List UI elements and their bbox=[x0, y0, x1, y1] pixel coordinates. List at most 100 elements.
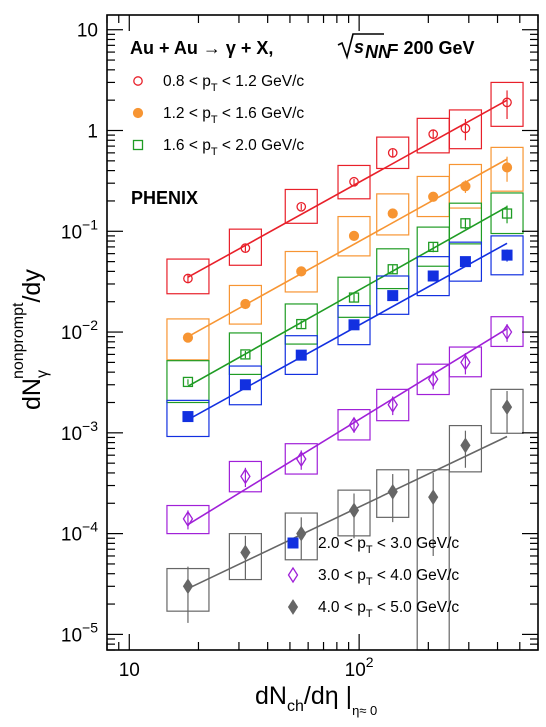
series-3 bbox=[166, 235, 524, 438]
sqrt-symbol: s NN bbox=[337, 33, 392, 62]
sys-box bbox=[490, 81, 524, 127]
data-point bbox=[427, 270, 439, 282]
sys-box bbox=[490, 192, 524, 235]
y-tick-label: 10−1 bbox=[61, 216, 98, 243]
data-point bbox=[428, 191, 439, 202]
data-point bbox=[240, 298, 251, 310]
x-tick-label: 102 bbox=[345, 654, 374, 681]
svg-text:dNγnonprompt/dy: dNγnonprompt/dy bbox=[10, 269, 51, 410]
sys-box bbox=[490, 146, 524, 192]
data-point bbox=[428, 241, 439, 253]
data-point bbox=[295, 450, 307, 468]
data-point bbox=[460, 354, 471, 371]
svg-text:NN: NN bbox=[365, 42, 392, 62]
sys-box bbox=[228, 228, 262, 266]
sys-box bbox=[284, 188, 318, 224]
data-point bbox=[428, 129, 439, 140]
data-point bbox=[387, 290, 399, 302]
sys-box bbox=[166, 504, 210, 535]
fit-line bbox=[187, 328, 508, 526]
data-point bbox=[501, 323, 513, 341]
fit-line bbox=[187, 206, 508, 387]
data-point bbox=[239, 379, 251, 391]
sys-box bbox=[166, 360, 210, 404]
data-point bbox=[427, 371, 439, 388]
data-point bbox=[182, 578, 194, 595]
sys-box bbox=[376, 275, 410, 315]
data-point bbox=[183, 273, 193, 284]
data-point bbox=[387, 396, 398, 413]
sys-box bbox=[284, 335, 318, 376]
data-point bbox=[501, 399, 513, 416]
data-point bbox=[460, 123, 471, 134]
legend-label: 2.0 < pT < 3.0 GeV/c bbox=[318, 535, 459, 556]
svg-text:s: s bbox=[354, 37, 364, 57]
sys-box bbox=[166, 258, 210, 295]
data-point bbox=[240, 349, 251, 360]
data-point bbox=[296, 201, 307, 212]
sys-box bbox=[448, 424, 483, 473]
data-point bbox=[348, 416, 360, 434]
x-tick-label: 10 bbox=[119, 660, 140, 681]
legend-marker bbox=[132, 139, 144, 151]
sys-box bbox=[284, 250, 318, 293]
data-point bbox=[182, 376, 194, 388]
data-point bbox=[240, 468, 251, 485]
data-point bbox=[387, 264, 398, 275]
chart-title-energy: = 200 GeV bbox=[388, 38, 475, 58]
data-point bbox=[348, 292, 360, 303]
legend: 0.8 < pT < 1.2 GeV/c 1.2 < pT < 1.6 GeV/c… bbox=[132, 73, 459, 620]
series-2 bbox=[166, 192, 524, 404]
sys-box bbox=[448, 202, 483, 245]
legend-marker bbox=[287, 566, 299, 584]
sys-box bbox=[228, 332, 262, 376]
sys-box bbox=[448, 346, 483, 378]
series-0 bbox=[166, 81, 524, 295]
y-tick-label: 10−3 bbox=[61, 418, 98, 445]
data-point bbox=[501, 162, 513, 173]
sys-box bbox=[416, 363, 450, 396]
data-point bbox=[348, 230, 360, 241]
legend-label: 1.6 < pT < 2.0 GeV/c bbox=[163, 137, 304, 158]
sys-box bbox=[490, 388, 524, 434]
sys-box bbox=[166, 318, 210, 361]
fit-line bbox=[187, 99, 508, 278]
legend-marker bbox=[287, 599, 299, 615]
legend-marker bbox=[132, 107, 144, 119]
y-tick-label: 10−2 bbox=[61, 317, 98, 344]
data-point bbox=[296, 266, 307, 277]
sys-box bbox=[284, 303, 318, 345]
sys-box bbox=[337, 276, 371, 318]
series-1 bbox=[166, 146, 524, 361]
sys-box bbox=[448, 109, 483, 150]
data-point bbox=[182, 411, 194, 423]
data-point bbox=[348, 502, 360, 519]
legend-marker bbox=[287, 537, 299, 549]
sys-box bbox=[337, 164, 371, 200]
data-point bbox=[240, 243, 251, 254]
data-point bbox=[295, 349, 307, 361]
legend-label: 1.2 < pT < 1.6 GeV/c bbox=[163, 105, 304, 126]
data-point bbox=[182, 332, 194, 343]
data-point bbox=[296, 525, 307, 542]
sys-box bbox=[376, 136, 410, 170]
sys-box bbox=[490, 235, 524, 276]
chart-title: Au + Au → γ + X, bbox=[130, 38, 273, 58]
data-layer bbox=[166, 81, 524, 651]
data-point bbox=[501, 208, 513, 219]
data-point bbox=[501, 249, 513, 261]
legend-marker bbox=[133, 76, 143, 86]
fit-line bbox=[187, 435, 508, 590]
data-point bbox=[428, 489, 439, 506]
sys-box bbox=[376, 193, 410, 236]
sys-box bbox=[228, 460, 262, 493]
data-point bbox=[349, 176, 359, 187]
data-point bbox=[348, 319, 360, 331]
fit-line bbox=[187, 158, 508, 338]
axes: 10 102 10 1 10−1 10−2 10−3 10−4 10−5 bbox=[61, 15, 539, 681]
legend-label: 4.0 < pT < 5.0 GeV/c bbox=[318, 599, 459, 620]
data-point bbox=[460, 218, 471, 229]
sys-box bbox=[228, 284, 262, 325]
sys-box bbox=[337, 305, 371, 346]
